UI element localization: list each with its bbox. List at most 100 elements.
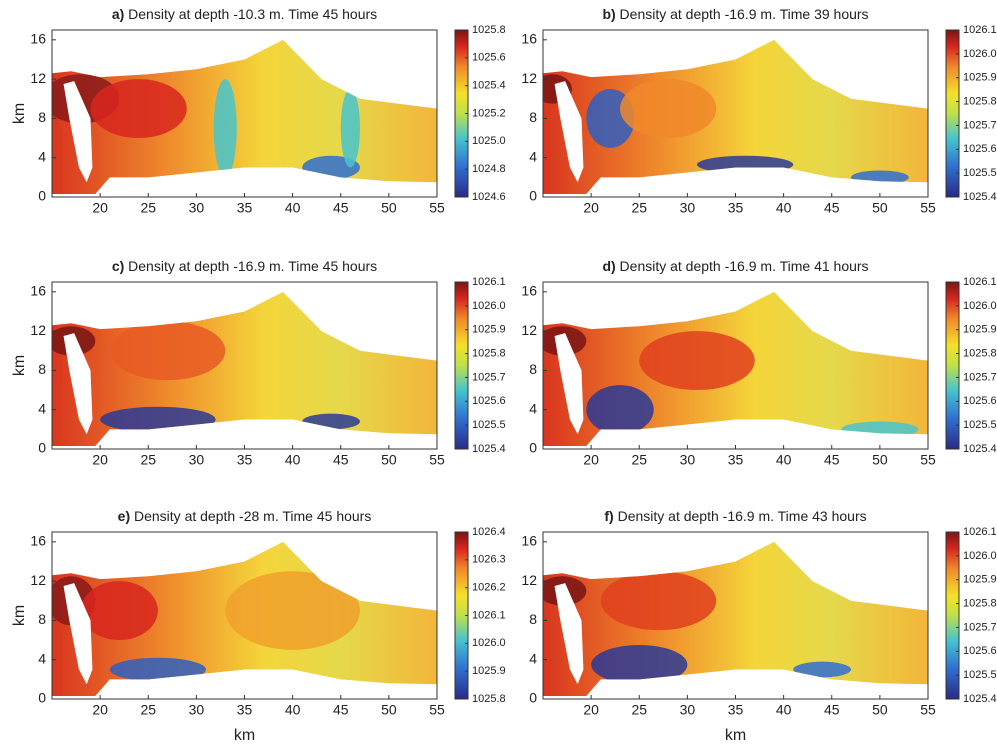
- x-tick-label: 45: [333, 452, 349, 468]
- x-tick-label: 55: [920, 452, 936, 468]
- x-tick-label: 40: [776, 702, 792, 718]
- y-axis-label: km: [11, 355, 28, 376]
- panel-label: e): [118, 508, 130, 524]
- x-tick-label: 25: [140, 200, 156, 216]
- colorbar-tick-label: 1025.8: [963, 347, 997, 359]
- y-tick-label: 12: [30, 572, 46, 588]
- field-feature: [109, 657, 206, 682]
- colorbar: 1024.6 1024.8 1025.0 1025.2 1025.4 1025.6 1025…: [454, 24, 506, 203]
- x-tick-label: 20: [583, 452, 599, 468]
- colorbar-tick-label: 1025.8: [963, 95, 997, 107]
- y-tick-label: 4: [38, 148, 46, 164]
- panel-label: a): [112, 6, 124, 22]
- x-tick-label: 25: [631, 200, 647, 216]
- panel-label: c): [112, 258, 124, 274]
- x-tick-label: 45: [333, 702, 349, 718]
- colorbar: 1025.4 1025.5 1025.6 1025.7 1025.8 1025.9 1026…: [945, 526, 997, 705]
- x-tick-label: 45: [824, 200, 840, 216]
- title-text: Density at depth -16.9 m. Time 43 hours: [618, 508, 867, 524]
- colorbar-tick-label: 1025.5: [963, 419, 997, 431]
- field-feature: [841, 421, 919, 438]
- colorbar-tick-label: 1026.4: [472, 526, 506, 538]
- x-tick-label: 40: [776, 452, 792, 468]
- colorbar-tick-label: 1025.8: [963, 597, 997, 609]
- panel-title: c) Density at depth -16.9 m. Time 45 hou…: [112, 258, 377, 274]
- y-tick-label: 12: [30, 70, 46, 86]
- x-tick-label: 55: [920, 702, 936, 718]
- y-tick-label: 8: [38, 361, 46, 377]
- x-tick-label: 35: [728, 452, 744, 468]
- x-tick-label: 50: [381, 702, 397, 718]
- x-axis-label: km: [234, 727, 255, 744]
- y-tick-label: 12: [521, 572, 537, 588]
- colorbar: 1025.8 1025.9 1026.0 1026.1 1026.2 1026.3 1026…: [454, 526, 506, 705]
- title-text: Density at depth -28 m. Time 45 hours: [134, 508, 371, 524]
- panel-label: d): [602, 258, 615, 274]
- colorbar-tick-label: 1026.2: [472, 582, 506, 594]
- x-tick-label: 35: [237, 702, 253, 718]
- y-tick-label: 16: [521, 283, 537, 299]
- y-tick-label: 8: [529, 361, 537, 377]
- y-tick-label: 0: [529, 188, 537, 204]
- colorbar-tick-label: 1026.0: [963, 550, 997, 562]
- colorbar-tick-label: 1025.8: [472, 24, 506, 36]
- field-feature: [302, 413, 360, 430]
- x-tick-label: 40: [285, 702, 301, 718]
- y-tick-label: 0: [529, 690, 537, 706]
- island: [63, 81, 93, 183]
- colorbar-tick-label: 1025.6: [963, 645, 997, 657]
- colorbar-tick-label: 1026.1: [472, 276, 506, 288]
- colorbar-tick-label: 1026.0: [472, 637, 506, 649]
- y-tick-label: 12: [521, 322, 537, 338]
- y-tick-label: 4: [38, 650, 46, 666]
- island: [554, 81, 584, 183]
- y-tick-label: 0: [38, 690, 46, 706]
- y-tick-label: 4: [529, 148, 537, 164]
- colorbar-tick-label: 1025.5: [963, 669, 997, 681]
- x-tick-label: 20: [583, 200, 599, 216]
- x-tick-label: 55: [429, 702, 445, 718]
- colorbar-tick-label: 1025.2: [472, 107, 506, 119]
- field: [52, 291, 437, 447]
- x-axis-label: km: [725, 727, 746, 744]
- x-tick-label: 35: [728, 702, 744, 718]
- x-tick-label: 25: [631, 452, 647, 468]
- colorbar-tick-label: 1025.9: [472, 324, 506, 336]
- island: [63, 333, 93, 435]
- panel: 20 25 30 35 40 45 50 55 0 4 8 12 16 b) Density at dep…: [521, 6, 996, 216]
- title-text: Density at depth -10.3 m. Time 45 hours: [128, 6, 377, 22]
- colorbar-tick-label: 1025.9: [963, 324, 997, 336]
- colorbar-tick-label: 1026.1: [963, 24, 997, 36]
- x-tick-label: 25: [140, 702, 156, 718]
- x-tick-label: 50: [381, 452, 397, 468]
- colorbar-tick-label: 1026.3: [472, 554, 506, 566]
- colorbar-scale: [945, 29, 960, 198]
- y-tick-label: 16: [30, 283, 46, 299]
- x-tick-label: 35: [728, 200, 744, 216]
- x-tick-label: 20: [583, 702, 599, 718]
- x-tick-label: 50: [872, 200, 888, 216]
- y-tick-label: 16: [30, 31, 46, 47]
- x-tick-label: 45: [333, 200, 349, 216]
- colorbar-tick-label: 1025.7: [963, 371, 997, 383]
- colorbar-scale: [945, 281, 960, 450]
- island: [63, 583, 93, 685]
- field-feature: [586, 385, 654, 435]
- x-tick-label: 55: [429, 452, 445, 468]
- colorbar-tick-label: 1025.8: [472, 347, 506, 359]
- x-tick-label: 20: [92, 452, 108, 468]
- colorbar-tick-label: 1026.1: [963, 526, 997, 538]
- colorbar-tick-label: 1025.9: [963, 574, 997, 586]
- y-axis-label: km: [11, 103, 28, 124]
- x-tick-label: 45: [824, 452, 840, 468]
- panel-label: f): [604, 508, 613, 524]
- y-tick-label: 0: [38, 440, 46, 456]
- x-tick-label: 35: [237, 452, 253, 468]
- colorbar-tick-label: 1024.8: [472, 163, 506, 175]
- colorbar-tick-label: 1025.6: [963, 395, 997, 407]
- colorbar-tick-label: 1026.1: [472, 609, 506, 621]
- x-tick-label: 30: [189, 452, 205, 468]
- field: [543, 541, 928, 697]
- colorbar-tick-label: 1026.0: [963, 48, 997, 60]
- y-tick-label: 4: [38, 400, 46, 416]
